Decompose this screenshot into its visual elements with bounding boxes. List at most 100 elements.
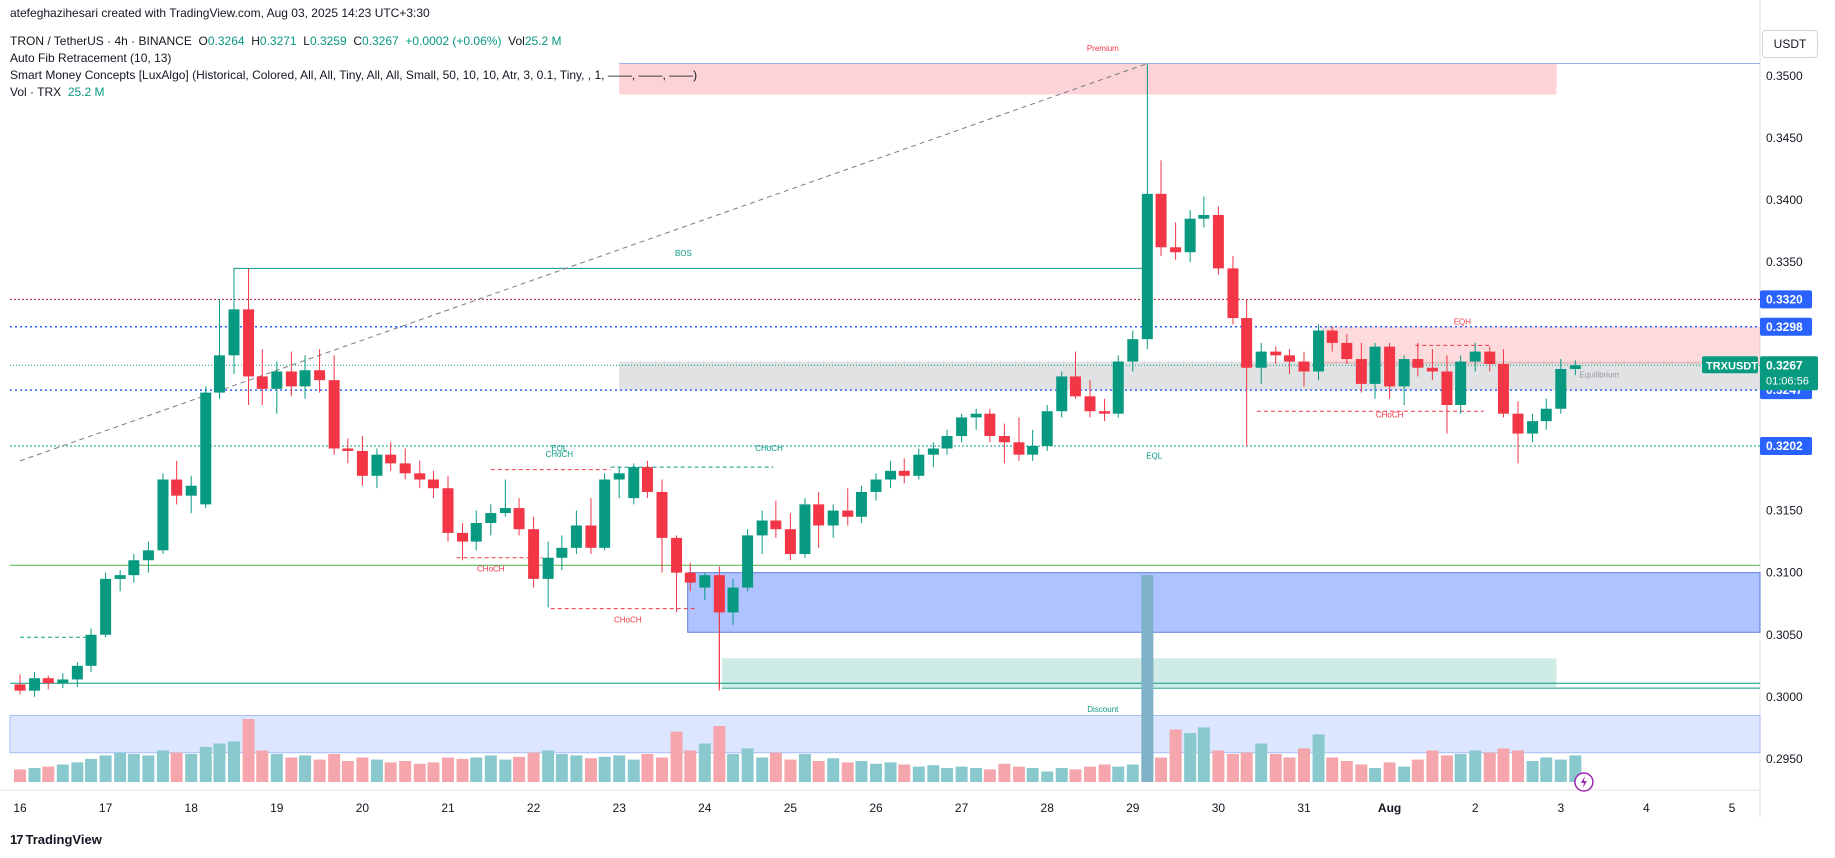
candle-down <box>528 529 540 579</box>
volume-bar <box>1355 764 1368 782</box>
annotation-label: CHoCH <box>1376 410 1404 419</box>
candle-up <box>727 587 739 613</box>
volume-bar <box>1298 748 1310 782</box>
candle-down <box>1355 359 1367 384</box>
candle-up <box>299 370 311 387</box>
candle-up <box>485 513 497 523</box>
volume-bar <box>670 731 683 782</box>
symbol-legend[interactable]: TRON / TetherUS · 4h · BINANCE O0.3264 H… <box>10 34 562 48</box>
candle-up <box>699 575 711 588</box>
candle-up <box>1555 368 1567 409</box>
candle-down <box>784 529 796 555</box>
candle-up <box>470 522 482 542</box>
volume-bar <box>1255 743 1268 782</box>
candle-up <box>271 371 283 389</box>
indicator-volume[interactable]: Vol · TRX 25.2 M <box>10 85 105 99</box>
candle-up <box>599 479 611 548</box>
candle-up <box>228 309 240 356</box>
candle-down <box>1227 268 1239 319</box>
volume-bar <box>384 762 397 782</box>
volume-bar <box>713 726 726 782</box>
candle-down <box>314 370 326 381</box>
time-tick-label: 30 <box>1212 801 1226 815</box>
volume-bar <box>1084 766 1096 782</box>
time-tick-label: 26 <box>869 801 883 815</box>
candle-down <box>684 572 696 583</box>
candle-down <box>898 470 910 476</box>
change-value: +0.0002 (+0.06%) <box>405 34 502 48</box>
indicator-smc[interactable]: Smart Money Concepts [LuxAlgo] (Historic… <box>10 68 698 82</box>
candle-up <box>1056 376 1068 412</box>
tv-logo-icon: 17 <box>10 832 24 847</box>
time-tick-label: 22 <box>527 801 541 815</box>
volume-bar <box>941 768 954 782</box>
lightning-glyph <box>1580 776 1587 788</box>
candle-down <box>671 537 683 573</box>
volume-bar <box>827 758 840 782</box>
volume-bar <box>1055 768 1068 782</box>
price-tick-label: 0.3500 <box>1766 69 1803 83</box>
vol-value: 25.2 M <box>524 34 562 48</box>
candle-up <box>185 485 197 496</box>
price-badge <box>1760 317 1812 336</box>
annotation-label: CHoCH <box>545 450 573 459</box>
volume-bar <box>442 757 454 782</box>
volume-bar <box>71 762 84 782</box>
volume-bar <box>228 741 240 782</box>
time-tick-label: 24 <box>698 801 712 815</box>
annotation-label: EQL <box>1146 451 1163 460</box>
countdown-label: 01:06:56 <box>1766 375 1809 387</box>
volume-bar <box>85 758 98 782</box>
candle-up <box>613 473 625 480</box>
indicator-fib[interactable]: Auto Fib Retracement (10, 13) <box>10 51 172 65</box>
time-tick-label: 3 <box>1557 801 1564 815</box>
candle-up <box>142 550 154 561</box>
time-tick-label: 5 <box>1729 801 1736 815</box>
volume-bar <box>970 768 983 782</box>
time-tick-label: 19 <box>270 801 284 815</box>
candle-up <box>913 454 925 476</box>
volume-bar <box>1340 761 1353 782</box>
volume-bar <box>1383 762 1396 782</box>
volume-bar <box>1369 768 1382 782</box>
price-badge-label: 0.3202 <box>1766 439 1803 453</box>
candle-down <box>171 479 183 496</box>
current-price-badge <box>1760 356 1818 391</box>
volume-bar <box>42 766 55 782</box>
price-tick-label: 0.3400 <box>1766 193 1803 207</box>
symbol-title: TRON / TetherUS · 4h · BINANCE <box>10 34 192 48</box>
volume-bar <box>741 748 754 782</box>
candle-up <box>1141 193 1153 340</box>
volume-bar <box>684 750 697 782</box>
volume-bar <box>341 761 354 782</box>
price-tick-label: 0.3450 <box>1766 131 1803 145</box>
candle-up <box>100 578 112 635</box>
price-badge <box>1760 436 1812 455</box>
volume-bar <box>185 754 198 782</box>
candle-up <box>956 417 968 437</box>
volume-bar <box>784 759 797 782</box>
volume-bar <box>927 765 940 782</box>
candle-up <box>371 454 383 476</box>
price-tick-label: 0.3050 <box>1766 628 1803 642</box>
candle-up <box>542 557 554 579</box>
creator-line: atefeghazihesari created with TradingVie… <box>10 6 430 20</box>
volume-bar <box>870 763 882 782</box>
candle-up <box>200 392 212 505</box>
volume-bar <box>399 761 412 782</box>
candle-down <box>813 504 825 526</box>
volume-bar <box>1497 748 1510 782</box>
volume-band <box>9 714 1761 754</box>
volume-bar <box>698 743 711 782</box>
volume-bar <box>641 754 654 782</box>
volume-bar <box>1326 757 1339 782</box>
volume-bar <box>513 756 526 782</box>
candle-up <box>1469 351 1481 362</box>
candle-down <box>1170 247 1182 253</box>
plot-area <box>10 20 1760 790</box>
price-tick-label: 0.3100 <box>1766 566 1803 580</box>
time-tick-label: 2 <box>1472 801 1479 815</box>
currency-button[interactable]: USDT <box>1762 30 1818 58</box>
candle-up <box>885 470 897 480</box>
